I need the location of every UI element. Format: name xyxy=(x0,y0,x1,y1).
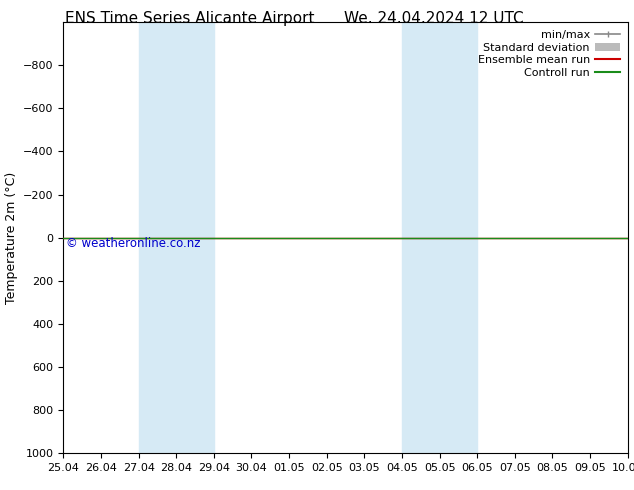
Bar xyxy=(139,22,214,453)
Y-axis label: Temperature 2m (°C): Temperature 2m (°C) xyxy=(4,172,18,304)
Legend: min/max, Standard deviation, Ensemble mean run, Controll run: min/max, Standard deviation, Ensemble me… xyxy=(476,27,622,80)
Text: We. 24.04.2024 12 UTC: We. 24.04.2024 12 UTC xyxy=(344,11,524,26)
Bar xyxy=(402,22,477,453)
Text: © weatheronline.co.nz: © weatheronline.co.nz xyxy=(66,237,201,250)
Text: ENS Time Series Alicante Airport: ENS Time Series Alicante Airport xyxy=(65,11,315,26)
